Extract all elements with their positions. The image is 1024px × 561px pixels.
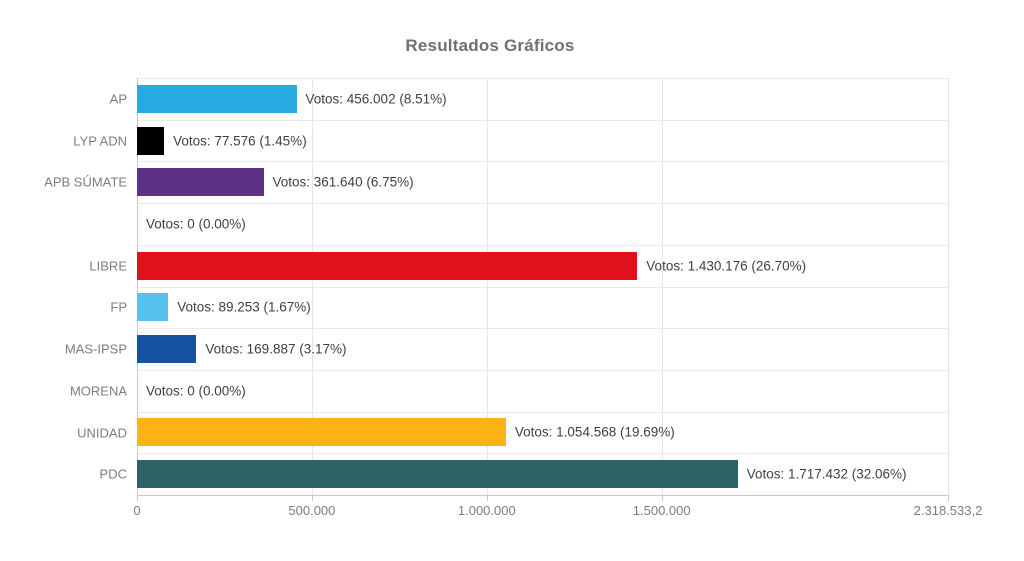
x-axis-label: 0 xyxy=(133,503,141,518)
y-axis-line xyxy=(137,78,138,495)
chart-row: Votos: 89.253 (1.67%) xyxy=(137,287,948,329)
bar-libre[interactable] xyxy=(137,251,638,280)
x-axis-label: 2.318.533,2 xyxy=(913,503,983,518)
chart-row: Votos: 1.054.568 (19.69%) xyxy=(137,412,948,454)
x-axis-tick xyxy=(948,495,949,501)
horizontal-gridline xyxy=(137,411,948,413)
x-axis-label: 1.000.000 xyxy=(457,503,516,518)
bar-lyp-adn[interactable] xyxy=(137,126,165,155)
chart-row: Votos: 77.576 (1.45%) xyxy=(137,120,948,162)
bar-value-label: Votos: 1.717.432 (32.06%) xyxy=(746,466,907,482)
horizontal-gridline xyxy=(137,203,948,205)
bar-value-label: Votos: 361.640 (6.75%) xyxy=(272,174,414,190)
bar-value-label: Votos: 77.576 (1.45%) xyxy=(173,133,307,149)
y-axis-label-ap: AP xyxy=(109,91,127,107)
bar-value-label: Votos: 456.002 (8.51%) xyxy=(305,91,447,107)
horizontal-gridline xyxy=(137,244,948,246)
bar-value-label: Votos: 1.054.568 (19.69%) xyxy=(514,424,675,440)
x-axis-line xyxy=(137,495,949,496)
y-axis-label-fp: FP xyxy=(110,299,127,315)
horizontal-gridline xyxy=(137,119,948,121)
y-axis-label-morena: MORENA xyxy=(69,383,127,399)
bar-value-label: Votos: 169.887 (3.17%) xyxy=(205,341,347,357)
bar-pdc[interactable] xyxy=(137,460,738,489)
chart-row: Votos: 169.887 (3.17%) xyxy=(137,328,948,370)
bar-fp[interactable] xyxy=(137,293,169,322)
vertical-gridline xyxy=(486,78,488,495)
chart-row: Votos: 361.640 (6.75%) xyxy=(137,161,948,203)
chart-row: Votos: 0 (0.00%) xyxy=(137,203,948,245)
x-axis-tick xyxy=(661,495,663,501)
bar-mas-ipsp[interactable] xyxy=(137,335,197,364)
horizontal-gridline xyxy=(137,369,948,371)
plot-area: Votos: 456.002 (8.51%) Votos: 77.576 (1.4… xyxy=(137,78,949,495)
chart-row: Votos: 1.717.432 (32.06%) xyxy=(137,453,948,495)
bar-value-label: Votos: 0 (0.00%) xyxy=(146,383,246,399)
horizontal-gridline xyxy=(137,161,948,163)
bar-value-label: Votos: 89.253 (1.67%) xyxy=(177,299,311,315)
y-axis-label-lyp-adn: LYP ADN xyxy=(73,133,127,149)
chart-row: Votos: 456.002 (8.51%) xyxy=(137,78,948,120)
bar-ap[interactable] xyxy=(137,84,297,113)
y-axis-label-mas-ipsp: MAS-IPSP xyxy=(64,341,127,357)
bar-value-label: Votos: 1.430.176 (26.70%) xyxy=(646,258,807,274)
bar-apb-sumate[interactable] xyxy=(137,168,264,197)
y-axis-label-pdc: PDC xyxy=(99,466,127,482)
x-axis-label: 500.000 xyxy=(288,503,336,518)
y-axis-label-unidad: UNIDAD xyxy=(77,425,127,440)
x-axis-tick xyxy=(486,495,488,501)
horizontal-gridline xyxy=(137,78,948,79)
y-axis-label-libre: LIBRE xyxy=(89,258,127,274)
chart-title: Resultados Gráficos xyxy=(405,36,575,55)
horizontal-gridline xyxy=(137,453,948,455)
y-axis-label-apb-sumate: APB SÚMATE xyxy=(44,174,127,190)
x-axis-tick xyxy=(137,495,138,501)
horizontal-gridline xyxy=(137,286,948,288)
bar-value-label: Votos: 0 (0.00%) xyxy=(146,216,246,232)
vertical-gridline xyxy=(948,78,949,495)
vertical-gridline xyxy=(661,78,663,495)
horizontal-gridline xyxy=(137,328,948,330)
bar-unidad[interactable] xyxy=(137,418,506,447)
chart-row: Votos: 0 (0.00%) xyxy=(137,370,948,412)
x-axis-label: 1.500.000 xyxy=(632,503,691,518)
x-axis-tick xyxy=(311,495,313,501)
vertical-gridline xyxy=(311,78,313,495)
chart-row: Votos: 1.430.176 (26.70%) xyxy=(137,245,948,287)
